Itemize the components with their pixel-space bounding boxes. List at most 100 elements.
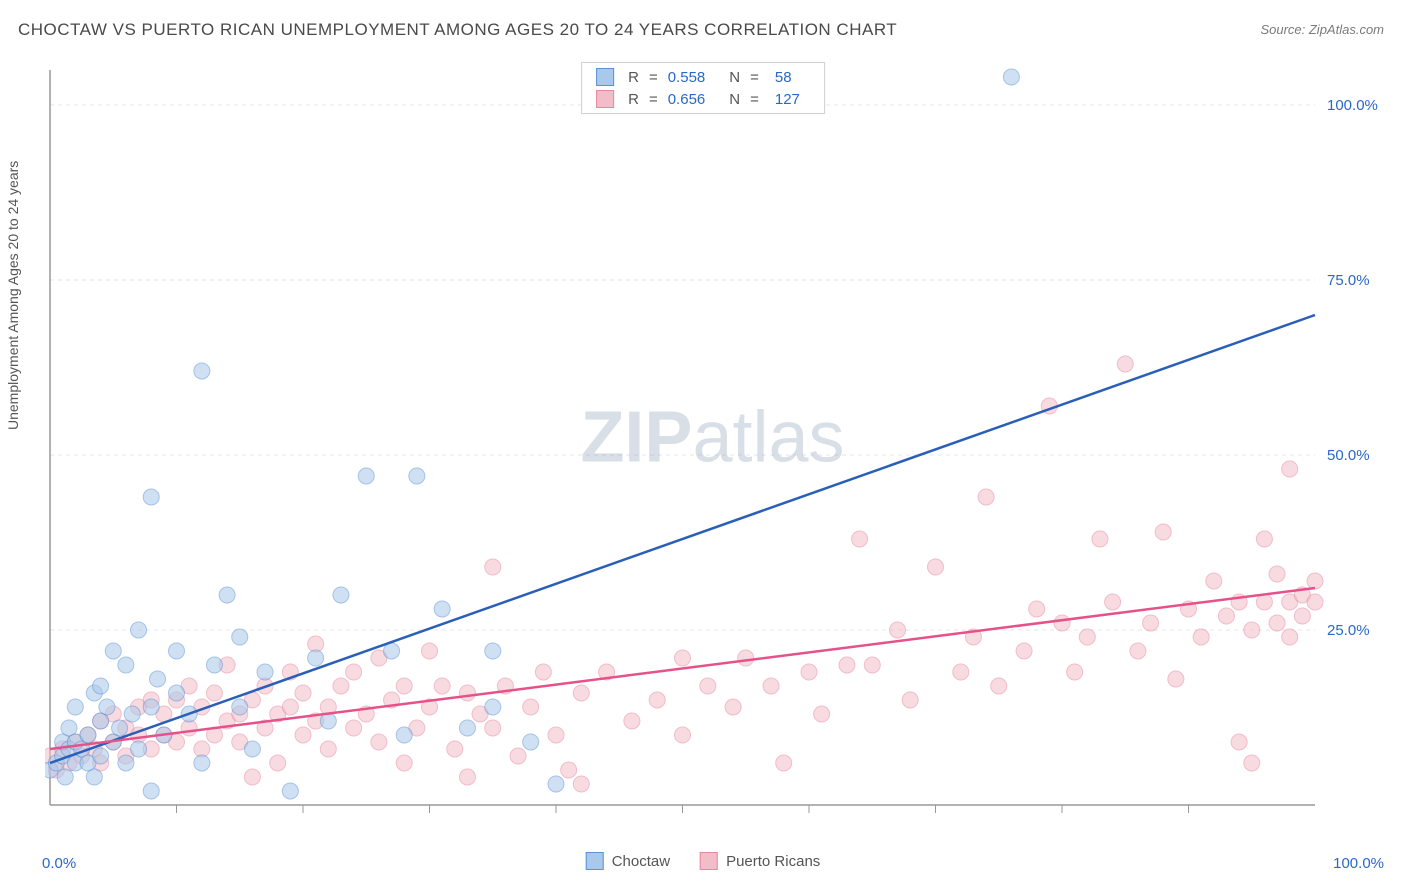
data-point xyxy=(675,650,691,666)
data-point xyxy=(346,664,362,680)
data-point xyxy=(1231,734,1247,750)
y-tick-label: 75.0% xyxy=(1327,272,1370,289)
data-point xyxy=(852,531,868,547)
data-point xyxy=(485,699,501,715)
legend-n-label: N xyxy=(729,91,740,108)
data-point xyxy=(1168,671,1184,687)
data-point xyxy=(124,706,140,722)
data-point xyxy=(523,699,539,715)
data-point xyxy=(1143,615,1159,631)
data-point xyxy=(270,755,286,771)
data-point xyxy=(320,741,336,757)
correlation-legend: R=0.558N=58R=0.656N=127 xyxy=(581,62,825,114)
data-point xyxy=(1079,629,1095,645)
data-point xyxy=(978,489,994,505)
data-point xyxy=(1016,643,1032,659)
data-point xyxy=(1282,461,1298,477)
data-point xyxy=(1244,622,1260,638)
y-tick-label: 50.0% xyxy=(1327,447,1370,464)
data-point xyxy=(991,678,1007,694)
data-point xyxy=(535,664,551,680)
trend-line xyxy=(50,588,1315,749)
data-point xyxy=(573,685,589,701)
data-point xyxy=(206,657,222,673)
data-point xyxy=(434,678,450,694)
legend-r-label: R xyxy=(628,69,639,86)
data-point xyxy=(333,587,349,603)
data-point xyxy=(485,559,501,575)
data-point xyxy=(143,489,159,505)
data-point xyxy=(333,678,349,694)
data-point xyxy=(219,587,235,603)
data-point xyxy=(282,783,298,799)
data-point xyxy=(523,734,539,750)
data-point xyxy=(194,363,210,379)
data-point xyxy=(675,727,691,743)
data-point xyxy=(1206,573,1222,589)
data-point xyxy=(839,657,855,673)
data-point xyxy=(434,601,450,617)
data-point xyxy=(1193,629,1209,645)
series-legend-item: Choctaw xyxy=(586,852,670,870)
data-point xyxy=(244,741,260,757)
source-attribution: Source: ZipAtlas.com xyxy=(1260,22,1384,37)
series-legend: Choctaw Puerto Ricans xyxy=(586,852,821,870)
y-tick-label: 100.0% xyxy=(1327,97,1378,114)
legend-r-value: 0.558 xyxy=(668,69,706,86)
chart-area: 25.0%50.0%75.0%100.0% ZIPatlas xyxy=(45,60,1380,840)
data-point xyxy=(93,678,109,694)
data-point xyxy=(1054,615,1070,631)
data-point xyxy=(1067,664,1083,680)
data-point xyxy=(118,755,134,771)
series-legend-item: Puerto Ricans xyxy=(700,852,820,870)
data-point xyxy=(232,699,248,715)
data-point xyxy=(143,783,159,799)
x-axis-max-label: 100.0% xyxy=(1333,855,1384,872)
data-point xyxy=(510,748,526,764)
data-point xyxy=(725,699,741,715)
data-point xyxy=(131,741,147,757)
data-point xyxy=(295,727,311,743)
data-point xyxy=(169,643,185,659)
data-point xyxy=(700,678,716,694)
data-point xyxy=(409,468,425,484)
x-axis-min-label: 0.0% xyxy=(42,855,76,872)
data-point xyxy=(131,622,147,638)
chart-title: CHOCTAW VS PUERTO RICAN UNEMPLOYMENT AMO… xyxy=(18,20,897,40)
data-point xyxy=(257,664,273,680)
data-point xyxy=(396,727,412,743)
data-point xyxy=(282,699,298,715)
data-point xyxy=(93,748,109,764)
data-point xyxy=(548,727,564,743)
y-tick-label: 25.0% xyxy=(1327,622,1370,639)
data-point xyxy=(1117,356,1133,372)
data-point xyxy=(1294,608,1310,624)
data-point xyxy=(169,685,185,701)
legend-r-label: R xyxy=(628,91,639,108)
data-point xyxy=(649,692,665,708)
data-point xyxy=(118,657,134,673)
data-point xyxy=(143,699,159,715)
data-point xyxy=(447,741,463,757)
legend-swatch xyxy=(700,852,718,870)
data-point xyxy=(1130,643,1146,659)
data-point xyxy=(346,720,362,736)
data-point xyxy=(150,671,166,687)
data-point xyxy=(57,769,73,785)
data-point xyxy=(1218,608,1234,624)
data-point xyxy=(244,769,260,785)
data-point xyxy=(902,692,918,708)
data-point xyxy=(80,727,96,743)
data-point xyxy=(1256,531,1272,547)
data-point xyxy=(763,678,779,694)
data-point xyxy=(864,657,880,673)
data-point xyxy=(1282,629,1298,645)
data-point xyxy=(1029,601,1045,617)
data-point xyxy=(928,559,944,575)
data-point xyxy=(548,776,564,792)
data-point xyxy=(99,699,115,715)
trend-line xyxy=(50,315,1315,763)
data-point xyxy=(232,629,248,645)
legend-n-value: 127 xyxy=(775,91,800,108)
data-point xyxy=(1269,566,1285,582)
